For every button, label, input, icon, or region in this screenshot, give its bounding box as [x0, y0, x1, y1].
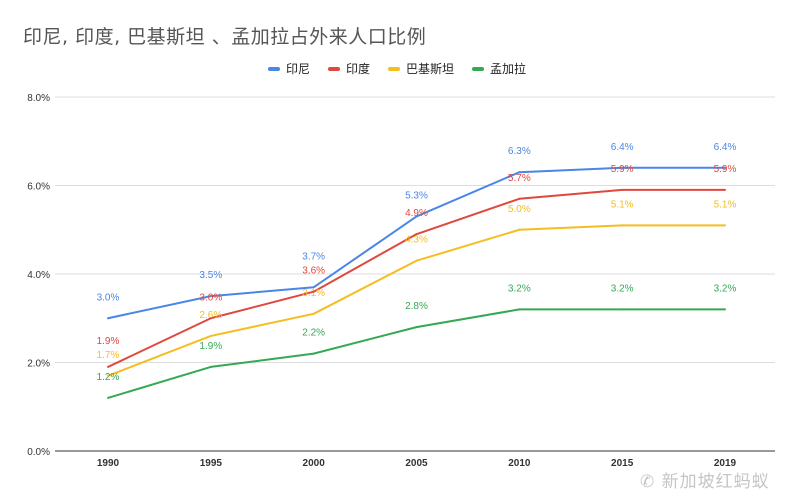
data-label: 5.3% [405, 190, 428, 201]
y-tick-label: 8.0% [27, 93, 50, 104]
legend: 印尼 印度 巴基斯坦 孟加拉 [268, 60, 526, 77]
data-label: 3.5% [199, 270, 222, 281]
data-label: 3.2% [508, 283, 531, 294]
data-point [621, 166, 624, 169]
data-label: 1.9% [199, 341, 222, 352]
data-point [312, 352, 315, 355]
data-point [209, 295, 212, 298]
x-tick-label: 2010 [508, 458, 531, 469]
y-tick-label: 2.0% [27, 359, 50, 370]
data-label: 3.2% [611, 283, 634, 294]
data-point [621, 224, 624, 227]
data-point [518, 171, 521, 174]
data-label: 1.9% [97, 336, 120, 347]
data-label: 3.6% [302, 266, 325, 277]
data-point [415, 326, 418, 329]
y-tick-label: 0.0% [27, 447, 50, 458]
x-tick-label: 1995 [200, 458, 223, 469]
data-label: 5.0% [508, 204, 531, 215]
legend-label: 巴基斯坦 [406, 62, 455, 76]
data-label: 4.3% [405, 235, 428, 246]
legend-item: 巴基斯坦 [388, 60, 454, 77]
legend-item: 印度 [328, 60, 370, 77]
x-tick-label: 2005 [405, 458, 428, 469]
data-label: 1.2% [97, 372, 120, 383]
data-point [209, 317, 212, 320]
x-tick-label: 2019 [714, 458, 737, 469]
data-point [518, 197, 521, 200]
data-label: 3.2% [714, 283, 737, 294]
legend-label: 孟加拉 [490, 62, 527, 76]
data-point [312, 312, 315, 315]
data-label: 2.8% [405, 301, 428, 312]
data-point [724, 224, 726, 227]
data-label: 5.1% [611, 199, 634, 210]
data-point [724, 166, 726, 169]
data-label: 3.1% [302, 288, 325, 299]
data-point [724, 308, 726, 311]
data-point [518, 308, 521, 311]
legend-item: 印尼 [268, 60, 310, 77]
y-tick-label: 4.0% [27, 270, 50, 281]
data-point [107, 365, 109, 368]
chart-title: 印尼, 印度, 巴基斯坦 、孟加拉占外来人口比例 [23, 26, 427, 48]
x-tick-label: 2015 [611, 458, 634, 469]
data-point [518, 228, 521, 231]
data-point [415, 233, 418, 236]
legend-label: 印尼 [286, 62, 311, 76]
data-label: 5.9% [611, 164, 634, 175]
data-point [312, 290, 315, 293]
data-point [107, 374, 109, 377]
y-tick-label: 6.0% [27, 182, 50, 193]
x-tick-label: 2000 [303, 458, 326, 469]
data-label: 3.7% [302, 252, 325, 263]
data-point [415, 215, 418, 218]
x-tick-label: 1990 [97, 458, 120, 469]
data-point [107, 396, 109, 399]
watermark-text: 新加坡红蚂蚁 [661, 472, 770, 492]
data-point [209, 365, 212, 368]
data-point [415, 259, 418, 262]
data-label: 6.4% [714, 142, 737, 153]
data-point [621, 188, 624, 191]
data-point [724, 188, 726, 191]
legend-label: 印度 [346, 62, 371, 76]
data-label: 3.0% [199, 292, 222, 303]
data-label: 1.7% [97, 350, 120, 361]
data-label: 6.3% [508, 146, 531, 157]
data-label: 2.6% [199, 310, 222, 321]
data-label: 5.9% [714, 164, 737, 175]
data-point [621, 308, 624, 311]
legend-swatch [388, 66, 401, 71]
data-label: 5.1% [714, 199, 737, 210]
legend-swatch [472, 66, 485, 71]
data-label: 2.2% [302, 328, 325, 339]
data-label: 4.9% [405, 208, 428, 219]
data-label: 6.4% [611, 142, 634, 153]
data-label: 3.0% [97, 292, 120, 303]
data-label: 5.7% [508, 173, 531, 184]
legend-item: 孟加拉 [472, 60, 526, 77]
data-point [107, 317, 109, 320]
data-point [209, 334, 212, 337]
data-point [312, 286, 315, 289]
legend-swatch [268, 66, 280, 71]
watermark: ✆ 新加坡红蚂蚁 [640, 472, 770, 492]
legend-swatch [328, 66, 341, 71]
